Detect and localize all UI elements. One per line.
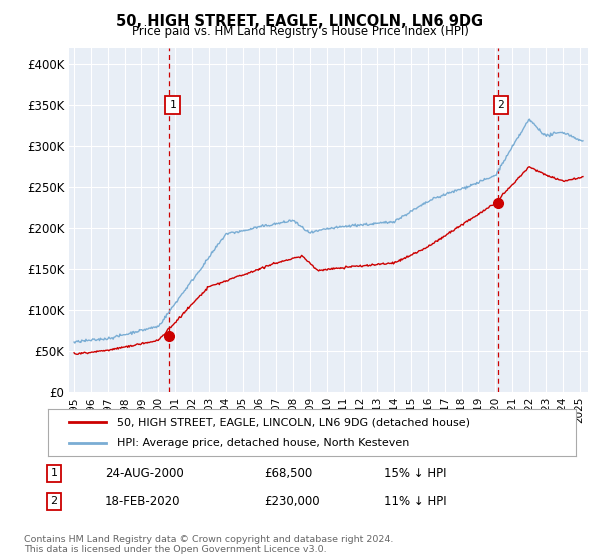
Text: £230,000: £230,000 bbox=[264, 494, 320, 508]
Text: 24-AUG-2000: 24-AUG-2000 bbox=[105, 466, 184, 480]
Text: 50, HIGH STREET, EAGLE, LINCOLN, LN6 9DG (detached house): 50, HIGH STREET, EAGLE, LINCOLN, LN6 9DG… bbox=[116, 417, 470, 427]
Text: 2: 2 bbox=[497, 100, 504, 110]
Text: 11% ↓ HPI: 11% ↓ HPI bbox=[384, 494, 446, 508]
Text: Contains HM Land Registry data © Crown copyright and database right 2024.
This d: Contains HM Land Registry data © Crown c… bbox=[24, 535, 394, 554]
Text: Price paid vs. HM Land Registry's House Price Index (HPI): Price paid vs. HM Land Registry's House … bbox=[131, 25, 469, 38]
Text: £68,500: £68,500 bbox=[264, 466, 312, 480]
Text: 15% ↓ HPI: 15% ↓ HPI bbox=[384, 466, 446, 480]
Text: 1: 1 bbox=[50, 468, 58, 478]
Text: 2: 2 bbox=[50, 496, 58, 506]
Text: 50, HIGH STREET, EAGLE, LINCOLN, LN6 9DG: 50, HIGH STREET, EAGLE, LINCOLN, LN6 9DG bbox=[116, 14, 484, 29]
Text: HPI: Average price, detached house, North Kesteven: HPI: Average price, detached house, Nort… bbox=[116, 438, 409, 448]
Text: 1: 1 bbox=[169, 100, 176, 110]
Text: 18-FEB-2020: 18-FEB-2020 bbox=[105, 494, 181, 508]
